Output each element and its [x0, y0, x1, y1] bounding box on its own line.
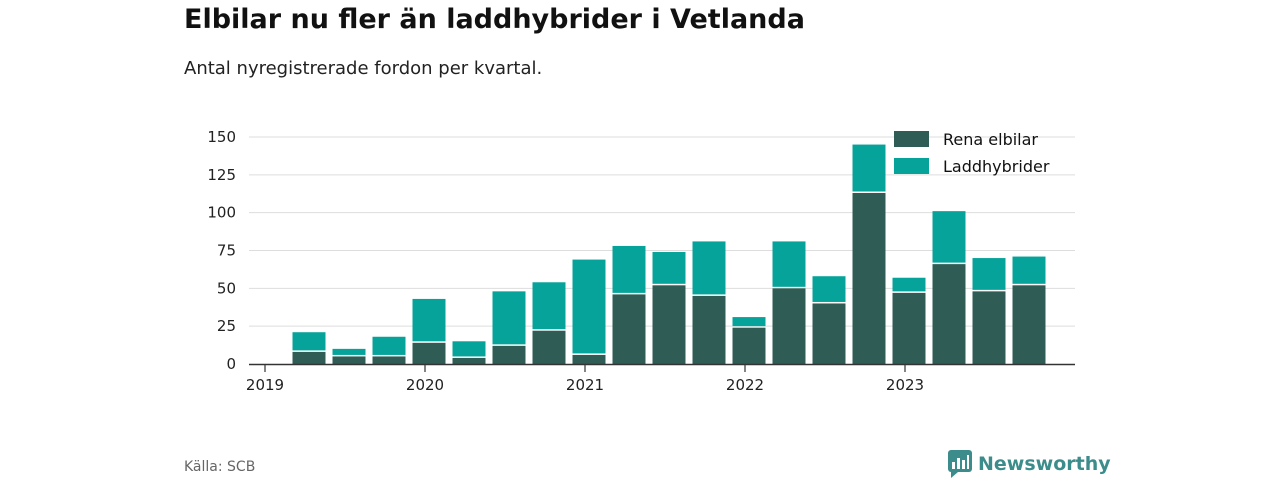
- source-note: Källa: SCB: [184, 459, 256, 475]
- bar-laddhybrider: [852, 144, 886, 192]
- bar-rena-elbilar: [852, 192, 886, 364]
- bar-laddhybrider: [812, 276, 846, 302]
- x-tick-label: 2023: [886, 376, 924, 394]
- bar-rena-elbilar: [892, 292, 926, 364]
- bar-rena-elbilar: [292, 351, 326, 364]
- bar-rena-elbilar: [572, 354, 606, 364]
- bar-laddhybrider: [1012, 256, 1046, 284]
- bar-laddhybrider: [732, 317, 766, 327]
- bar-rena-elbilar: [812, 303, 846, 364]
- bar-chart-badge-icon: [948, 450, 972, 478]
- bar-rena-elbilar: [772, 288, 806, 364]
- bar-rena-elbilar: [652, 285, 686, 364]
- bar-rena-elbilar: [972, 291, 1006, 364]
- legend-label: Laddhybrider: [943, 157, 1050, 176]
- y-tick-label: 150: [207, 128, 236, 146]
- bar-rena-elbilar: [452, 357, 486, 364]
- x-tick-label: 2020: [406, 376, 444, 394]
- bar-rena-elbilar: [412, 342, 446, 364]
- bar-laddhybrider: [972, 258, 1006, 290]
- bars: [292, 144, 1046, 364]
- bar-rena-elbilar: [492, 345, 526, 364]
- legend-label: Rena elbilar: [943, 130, 1038, 149]
- y-tick-label: 50: [217, 279, 236, 297]
- bar-laddhybrider: [332, 348, 366, 355]
- bar-laddhybrider: [772, 241, 806, 287]
- y-tick-label: 25: [217, 317, 236, 335]
- bar-laddhybrider: [292, 332, 326, 351]
- brand-logo[interactable]: Newsworthy: [948, 450, 1111, 478]
- legend: Rena elbilar Laddhybrider: [894, 130, 1050, 176]
- legend-swatch: [894, 158, 929, 174]
- bar-rena-elbilar: [372, 356, 406, 364]
- chart-subtitle: Antal nyregistrerade fordon per kvartal.: [184, 58, 543, 79]
- bar-rena-elbilar: [692, 295, 726, 364]
- y-tick-label: 75: [217, 242, 236, 260]
- legend-swatch: [894, 131, 929, 147]
- x-tick-label: 2021: [566, 376, 604, 394]
- bar-rena-elbilar: [1012, 285, 1046, 364]
- bar-laddhybrider: [532, 282, 566, 330]
- chart-title: Elbilar nu fler än laddhybrider i Vetlan…: [184, 4, 805, 35]
- bar-rena-elbilar: [932, 264, 966, 364]
- y-axis: 0 25 50 75 100 125 150: [207, 128, 236, 373]
- bar-laddhybrider: [412, 298, 446, 342]
- bar-rena-elbilar: [732, 327, 766, 364]
- y-tick-label: 125: [207, 166, 236, 184]
- bar-laddhybrider: [892, 277, 926, 292]
- bar-laddhybrider: [572, 259, 606, 354]
- bar-laddhybrider: [652, 252, 686, 284]
- x-tick-label: 2022: [726, 376, 764, 394]
- x-tick-label: 2019: [246, 376, 284, 394]
- bar-laddhybrider: [452, 341, 486, 357]
- bar-rena-elbilar: [332, 356, 366, 364]
- bar-laddhybrider: [492, 291, 526, 345]
- y-tick-label: 0: [226, 355, 236, 373]
- bar-rena-elbilar: [532, 330, 566, 364]
- x-axis: 2019 2020 2021 2022 2023: [246, 363, 1075, 394]
- bar-laddhybrider: [932, 211, 966, 263]
- brand-name: Newsworthy: [978, 453, 1111, 475]
- bar-rena-elbilar: [612, 294, 646, 364]
- bar-laddhybrider: [692, 241, 726, 295]
- bar-laddhybrider: [612, 245, 646, 293]
- y-tick-label: 100: [207, 204, 236, 222]
- bar-laddhybrider: [372, 336, 406, 355]
- stacked-bar-chart: 0 25 50 75 100 125 150 2019 2020 2021 2022 2023 Re…: [207, 128, 1075, 394]
